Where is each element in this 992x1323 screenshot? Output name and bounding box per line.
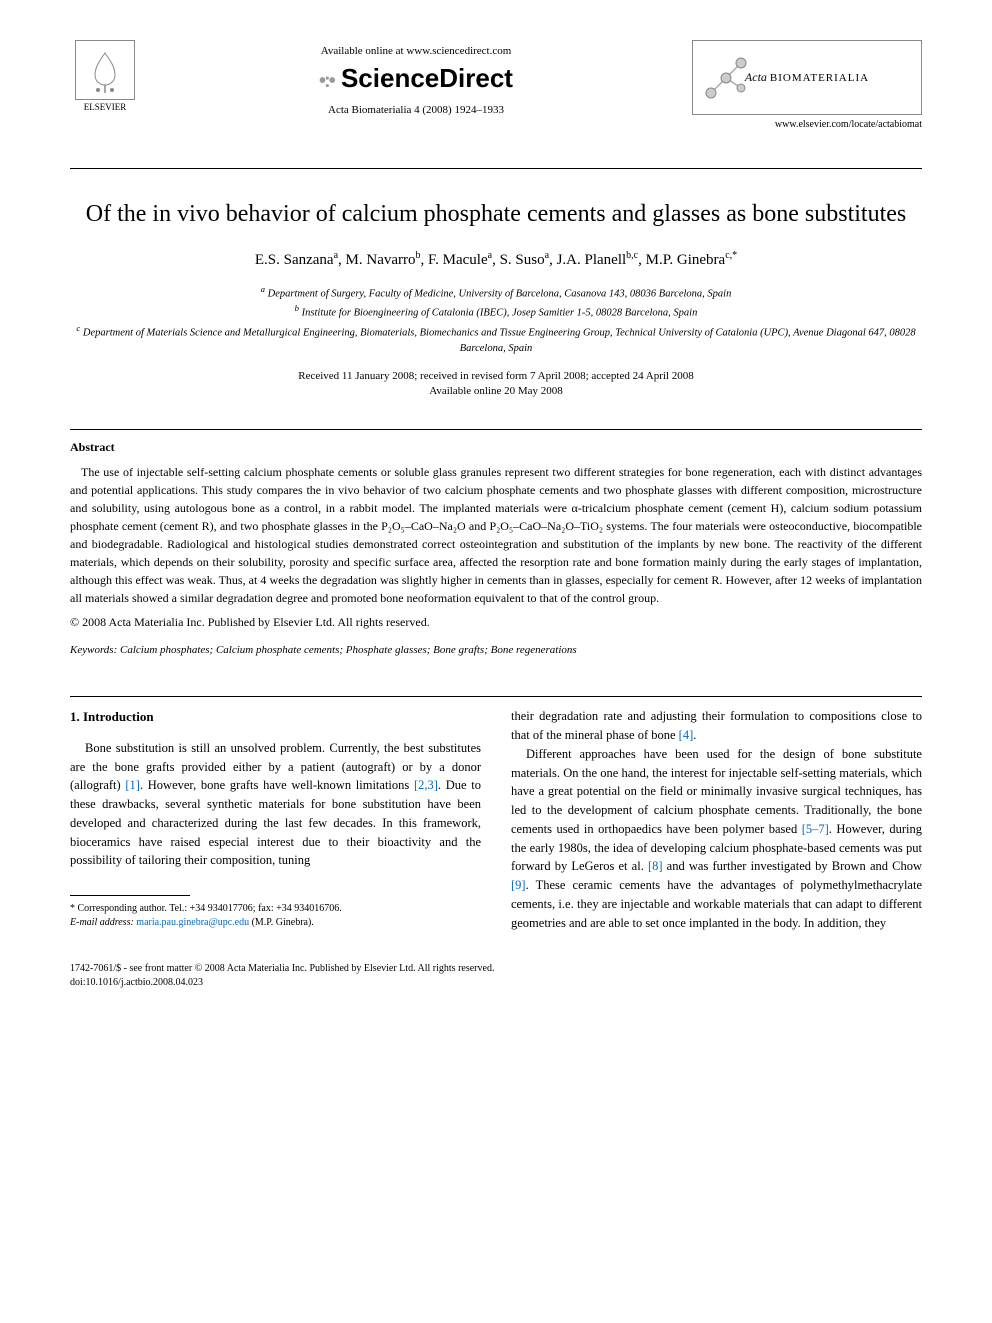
- affiliations: a Department of Surgery, Faculty of Medi…: [70, 283, 922, 357]
- available-online-text: Available online at www.sciencedirect.co…: [140, 45, 692, 57]
- article-title: Of the in vivo behavior of calcium phosp…: [70, 199, 922, 230]
- footnote-email-name: (M.P. Ginebra).: [252, 917, 314, 928]
- author: , M. Navarrob: [338, 252, 420, 268]
- footnote-tel-fax: * Corresponding author. Tel.: +34 934017…: [70, 902, 481, 916]
- journal-url: www.elsevier.com/locate/actabiomat: [692, 119, 922, 130]
- journal-logo-text: Acta BIOMATERIALIA: [745, 70, 869, 85]
- author: , M.P. Ginebrac,*: [638, 252, 737, 268]
- body-paragraph: their degradation rate and adjusting the…: [511, 707, 922, 745]
- keywords-label: Keywords:: [70, 644, 117, 656]
- header-rule: [70, 168, 922, 169]
- reference-link[interactable]: [8]: [648, 859, 663, 873]
- abstract-body: The use of injectable self-setting calci…: [70, 463, 922, 607]
- abstract-bottom-rule: [70, 696, 922, 697]
- body-columns: 1. Introduction Bone substitution is sti…: [70, 707, 922, 932]
- footer-doi: doi:10.1016/j.actbio.2008.04.023: [70, 976, 922, 990]
- header-row: ELSEVIER Available online at www.science…: [70, 40, 922, 160]
- sciencedirect-label: ScienceDirect: [341, 63, 513, 93]
- publisher-name: ELSEVIER: [70, 102, 140, 112]
- publisher-logo: ELSEVIER: [70, 40, 140, 112]
- column-right: their degradation rate and adjusting the…: [511, 707, 922, 932]
- footnote-email-line: E-mail address: maria.pau.ginebra@upc.ed…: [70, 916, 481, 930]
- abstract-copyright: © 2008 Acta Materialia Inc. Published by…: [70, 615, 922, 630]
- footer-front-matter: 1742-7061/$ - see front matter © 2008 Ac…: [70, 962, 922, 976]
- affiliation: c Department of Materials Science and Me…: [70, 322, 922, 357]
- author: , J.A. Planellb,c: [549, 252, 638, 268]
- article-dates: Received 11 January 2008; received in re…: [70, 369, 922, 400]
- elsevier-tree-icon: [75, 40, 135, 100]
- received-line: Received 11 January 2008; received in re…: [70, 369, 922, 384]
- authors-line: E.S. Sanzanaa, M. Navarrob, F. Maculea, …: [70, 250, 922, 269]
- abstract-top-rule: [70, 429, 922, 430]
- footnote-email-link[interactable]: maria.pau.ginebra@upc.edu: [136, 917, 249, 928]
- reference-link[interactable]: [1]: [125, 778, 140, 792]
- author: , S. Susoa: [492, 252, 549, 268]
- sciencedirect-dots-icon: •:•: [319, 70, 334, 92]
- keywords-list: Calcium phosphates; Calcium phosphate ce…: [120, 644, 577, 656]
- available-online-line: Available online 20 May 2008: [70, 384, 922, 399]
- column-left: 1. Introduction Bone substitution is sti…: [70, 707, 481, 932]
- affiliation: b Institute for Bioengineering of Catalo…: [70, 302, 922, 321]
- journal-logo-container: Acta BIOMATERIALIA www.elsevier.com/loca…: [692, 40, 922, 160]
- reference-link[interactable]: [4]: [679, 728, 694, 742]
- page-footer: 1742-7061/$ - see front matter © 2008 Ac…: [70, 962, 922, 990]
- section-heading: 1. Introduction: [70, 707, 481, 727]
- body-paragraph: Bone substitution is still an unsolved p…: [70, 739, 481, 870]
- reference-link[interactable]: [5–7]: [802, 822, 829, 836]
- abstract-heading: Abstract: [70, 440, 922, 455]
- author: E.S. Sanzanaa: [255, 252, 338, 268]
- center-header: Available online at www.sciencedirect.co…: [140, 40, 692, 116]
- reference-link[interactable]: [2,3]: [414, 778, 438, 792]
- molecule-icon: [701, 53, 751, 103]
- journal-citation: Acta Biomaterialia 4 (2008) 1924–1933: [140, 104, 692, 116]
- footnote-separator: [70, 895, 190, 896]
- corresponding-author-footnote: * Corresponding author. Tel.: +34 934017…: [70, 902, 481, 930]
- reference-link[interactable]: [9]: [511, 878, 526, 892]
- journal-logo-caps: BIOMATERIALIA: [770, 72, 869, 84]
- journal-logo-box: Acta BIOMATERIALIA: [692, 40, 922, 115]
- keywords-line: Keywords: Calcium phosphates; Calcium ph…: [70, 644, 922, 656]
- body-paragraph: Different approaches have been used for …: [511, 745, 922, 933]
- author: , F. Maculea: [421, 252, 493, 268]
- footnote-email-label: E-mail address:: [70, 917, 134, 928]
- affiliation: a Department of Surgery, Faculty of Medi…: [70, 283, 922, 302]
- sciencedirect-logo: •:• ScienceDirect: [140, 63, 692, 94]
